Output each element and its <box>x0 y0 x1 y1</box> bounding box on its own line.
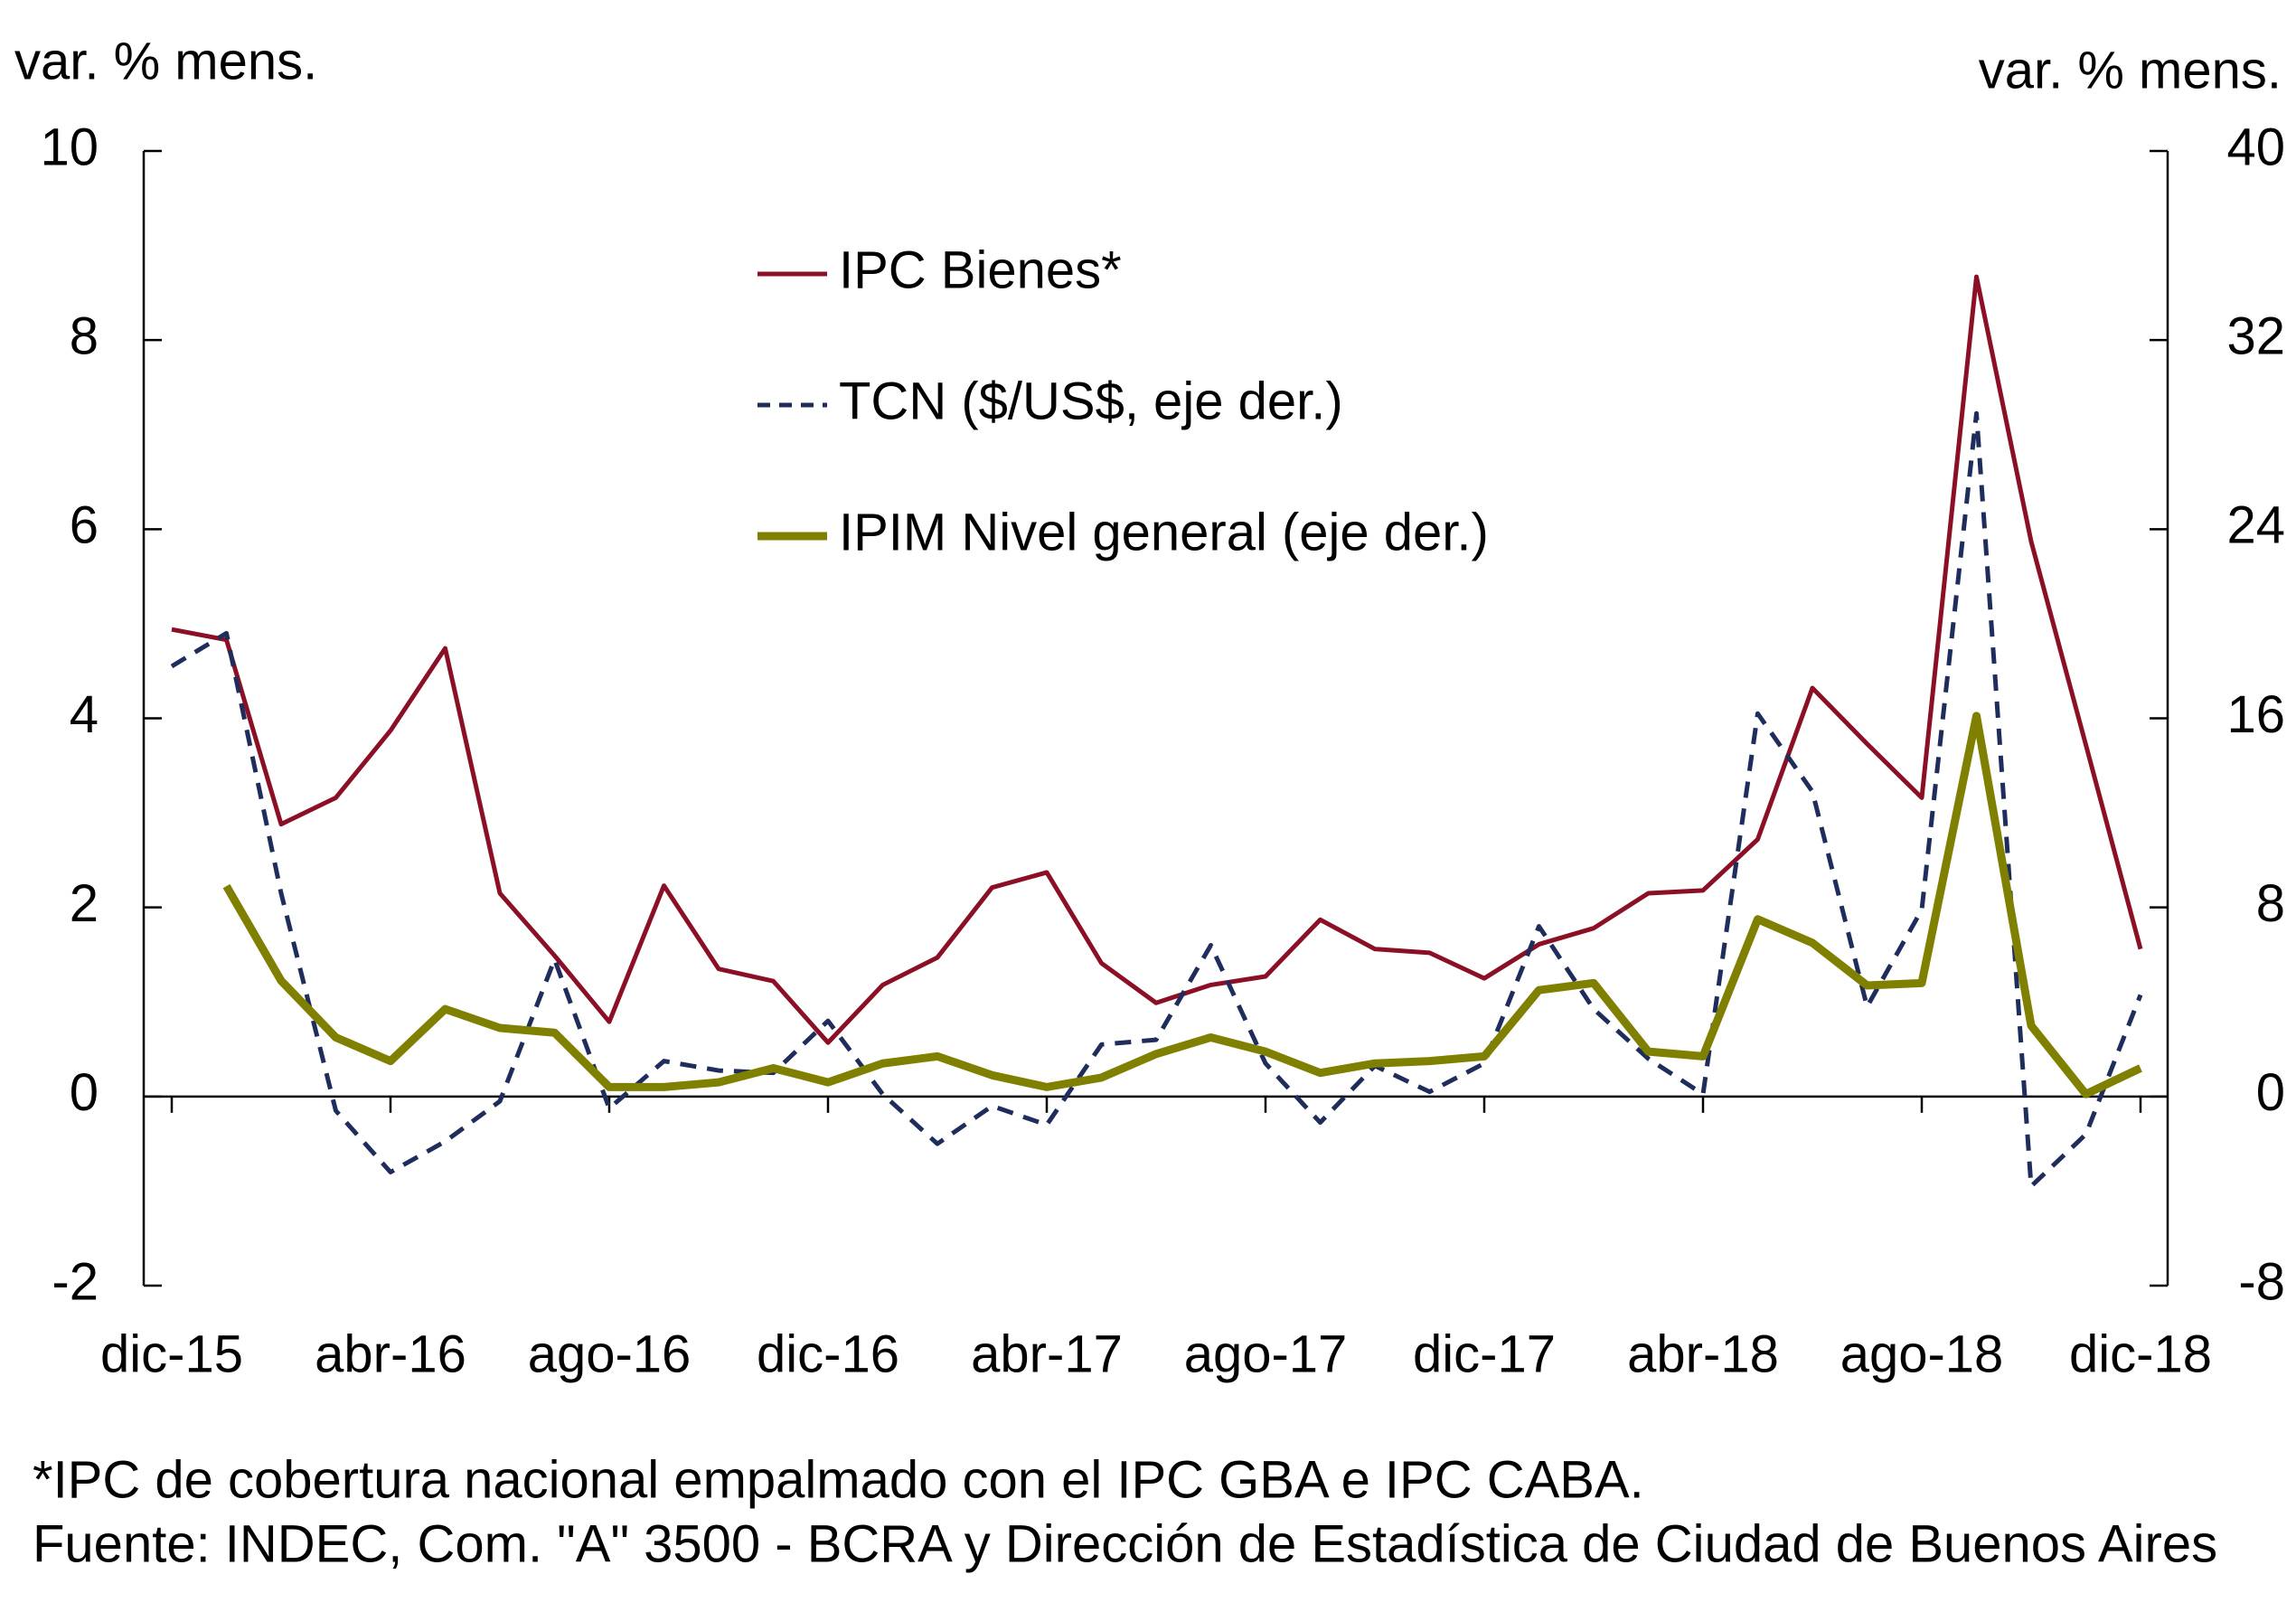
y2-axis-label: var. % mens. <box>1979 41 2282 99</box>
y-tick-label: -2 <box>52 1252 99 1311</box>
y2-tick-label: 8 <box>2256 874 2285 933</box>
y-tick-label: 2 <box>70 874 99 933</box>
x-tick-label: dic-15 <box>100 1324 243 1383</box>
x-tick-label: abr-16 <box>315 1324 466 1383</box>
y-tick-label: 0 <box>70 1063 99 1122</box>
legend-label: TCN ($/US$, eje der.) <box>839 372 1343 430</box>
line-series <box>170 410 2143 1189</box>
y2-tick-label: 32 <box>2226 306 2285 365</box>
y-tick-label: 4 <box>70 685 99 744</box>
y2-tick-label: 16 <box>2226 685 2285 744</box>
legend-label: IPIM Nivel general (eje der.) <box>839 503 1489 561</box>
y2-tick-label: 40 <box>2226 118 2285 176</box>
y2-tick-label: 24 <box>2226 496 2285 555</box>
y-tick-label: 6 <box>70 496 99 555</box>
line-series <box>222 712 2142 1098</box>
footnote: *IPC de cobertura nacional empalmado con… <box>33 1450 1644 1509</box>
x-tick-label: abr-17 <box>971 1324 1123 1383</box>
legend-label: IPC Bienes* <box>839 240 1122 299</box>
x-tick-label: abr-18 <box>1627 1324 1779 1383</box>
y-tick-label: 10 <box>40 118 99 176</box>
y2-tick-label: -8 <box>2238 1252 2285 1311</box>
x-tick-label: dic-18 <box>2069 1324 2212 1383</box>
line-series <box>171 274 2143 1045</box>
x-tick-label: dic-17 <box>1413 1324 1556 1383</box>
footnote: Fuente: INDEC, Com. "A" 3500 - BCRA y Di… <box>33 1514 2217 1573</box>
y-axis-label: var. % mens. <box>14 32 317 90</box>
x-tick-label: ago-16 <box>528 1324 692 1383</box>
x-tick-label: ago-18 <box>1840 1324 2004 1383</box>
y-tick-label: 8 <box>70 306 99 365</box>
x-tick-label: ago-17 <box>1184 1324 1348 1383</box>
x-tick-label: dic-16 <box>757 1324 899 1383</box>
y2-tick-label: 0 <box>2256 1063 2285 1122</box>
